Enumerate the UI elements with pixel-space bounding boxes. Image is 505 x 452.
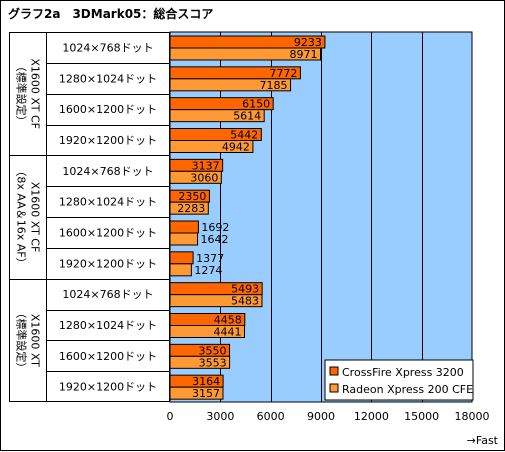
category-label: 1280×1024ドット xyxy=(59,319,157,332)
data-label: 6150 xyxy=(242,98,270,111)
category-label: 1920×1200ドット xyxy=(59,134,157,147)
data-label: 1377 xyxy=(196,252,224,265)
data-label: 9233 xyxy=(294,36,322,49)
bar xyxy=(169,220,199,234)
data-label: 1692 xyxy=(201,221,229,234)
x-tick-label: 6000 xyxy=(257,410,285,423)
data-label: 7772 xyxy=(269,67,297,80)
legend-label: CrossFire Xpress 3200 xyxy=(342,366,464,379)
category-label: 1600×1200ドット xyxy=(59,350,157,363)
data-label: 4942 xyxy=(222,141,250,154)
bar xyxy=(169,325,246,338)
data-label: 5442 xyxy=(230,129,258,142)
x-tick-label: 9000 xyxy=(307,410,335,423)
category-label: 1280×1024ドット xyxy=(59,196,157,209)
data-label: 2350 xyxy=(178,190,206,203)
data-label: 8971 xyxy=(290,48,318,61)
data-label: 5493 xyxy=(231,283,259,296)
data-label: 1642 xyxy=(201,233,229,246)
x-tick-label: 15000 xyxy=(404,410,439,423)
data-label: 3060 xyxy=(190,171,218,184)
x-tick-label: 18000 xyxy=(455,410,490,423)
bar xyxy=(169,232,199,246)
bar xyxy=(169,355,231,369)
category-label: 1600×1200ドット xyxy=(59,226,157,239)
bar xyxy=(169,201,209,215)
bar xyxy=(169,140,254,153)
x-tick-label: 0 xyxy=(167,410,174,423)
group-label: X1600 XT CF（8x AA＆16x AF） xyxy=(15,165,42,268)
bar xyxy=(169,109,265,123)
group-label: X1600 XT（標準設定） xyxy=(15,307,42,373)
category-label: 1024×768ドット xyxy=(62,288,153,301)
group-label-line: （8x AA＆16x AF） xyxy=(15,165,28,268)
bar xyxy=(169,263,192,277)
data-label: 3164 xyxy=(192,375,220,388)
data-label: 3137 xyxy=(192,159,220,172)
category-label: 1280×1024ドット xyxy=(59,72,157,85)
x-tick-label: 12000 xyxy=(354,410,389,423)
bar xyxy=(169,47,322,61)
legend-swatch xyxy=(329,383,339,393)
bar xyxy=(169,251,194,265)
data-label: 3157 xyxy=(192,387,220,400)
data-label: 2283 xyxy=(177,202,205,215)
x-tick-label: 3000 xyxy=(206,410,234,423)
bar xyxy=(169,294,263,308)
group-label-line: X1600 XT xyxy=(29,314,42,367)
data-label: 4441 xyxy=(214,326,242,339)
data-label: 5483 xyxy=(231,295,259,308)
legend-swatch xyxy=(329,366,339,376)
bar xyxy=(169,170,222,184)
category-label: 1024×768ドット xyxy=(62,41,153,54)
group-label-line: X1600 XT CF xyxy=(29,182,42,253)
data-label: 3553 xyxy=(199,356,227,369)
bar xyxy=(169,78,292,92)
category-label: 1600×1200ドット xyxy=(59,103,157,116)
data-label: 5614 xyxy=(233,110,261,123)
category-label: 1920×1200ドット xyxy=(59,257,157,270)
group-label-line: （標準設定） xyxy=(15,61,29,127)
data-label: 1274 xyxy=(194,264,222,277)
chart-title: グラフ2a 3DMark05：総合スコア xyxy=(8,6,213,21)
data-label: 7185 xyxy=(260,79,288,92)
data-label: 3550 xyxy=(199,344,227,357)
bar xyxy=(169,386,224,400)
group-label-line: （標準設定） xyxy=(15,307,29,373)
data-label: 4458 xyxy=(214,314,242,327)
category-label: 1920×1200ドット xyxy=(59,381,157,394)
group-label-line: X1600 XT CF xyxy=(29,58,42,129)
category-label: 1024×768ドット xyxy=(62,165,153,178)
group-label: X1600 XT CF（標準設定） xyxy=(15,58,42,129)
x-axis-label: →Fast xyxy=(467,434,499,447)
legend-label: Radeon Xpress 200 CFE xyxy=(342,383,473,396)
legend-box xyxy=(324,359,474,401)
